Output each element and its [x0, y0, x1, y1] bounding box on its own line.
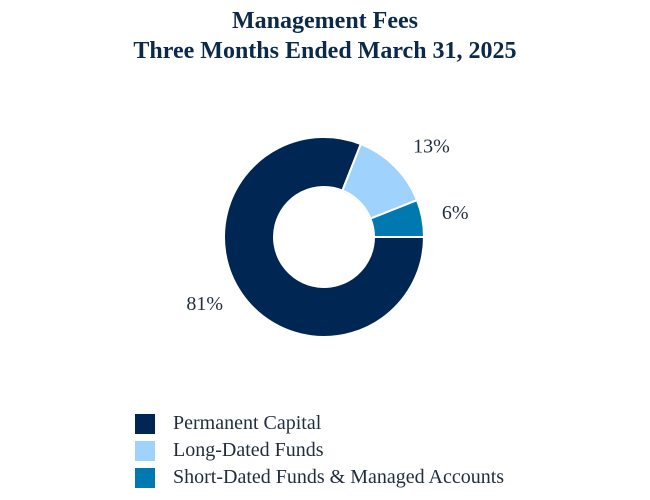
legend-label: Long-Dated Funds: [173, 439, 324, 461]
legend-label: Permanent Capital: [173, 412, 322, 434]
data-label-short-dated-funds: 6%: [442, 202, 469, 224]
data-label-long-dated-funds: 13%: [413, 135, 450, 157]
slice-permanent-capital: [223, 136, 426, 338]
chart-legend: Permanent Capital Long-Dated Funds Short…: [135, 410, 504, 491]
legend-swatch: [135, 440, 155, 461]
chart-title-line-2: Three Months Ended March 31, 2025: [133, 38, 517, 64]
legend-item-short-dated-funds: Short-Dated Funds & Managed Accounts: [135, 464, 504, 491]
chart-title: Management Fees Three Months Ended March…: [0, 6, 650, 66]
legend-item-long-dated-funds: Long-Dated Funds: [135, 437, 504, 464]
data-label-permanent-capital: 81%: [186, 293, 223, 315]
legend-label: Short-Dated Funds & Managed Accounts: [173, 466, 505, 488]
slice-short-dated-funds: [369, 198, 426, 238]
legend-swatch: [135, 413, 155, 434]
legend-item-permanent-capital: Permanent Capital: [135, 410, 504, 437]
chart-title-line-1: Management Fees: [232, 8, 418, 34]
legend-swatch: [135, 467, 155, 488]
